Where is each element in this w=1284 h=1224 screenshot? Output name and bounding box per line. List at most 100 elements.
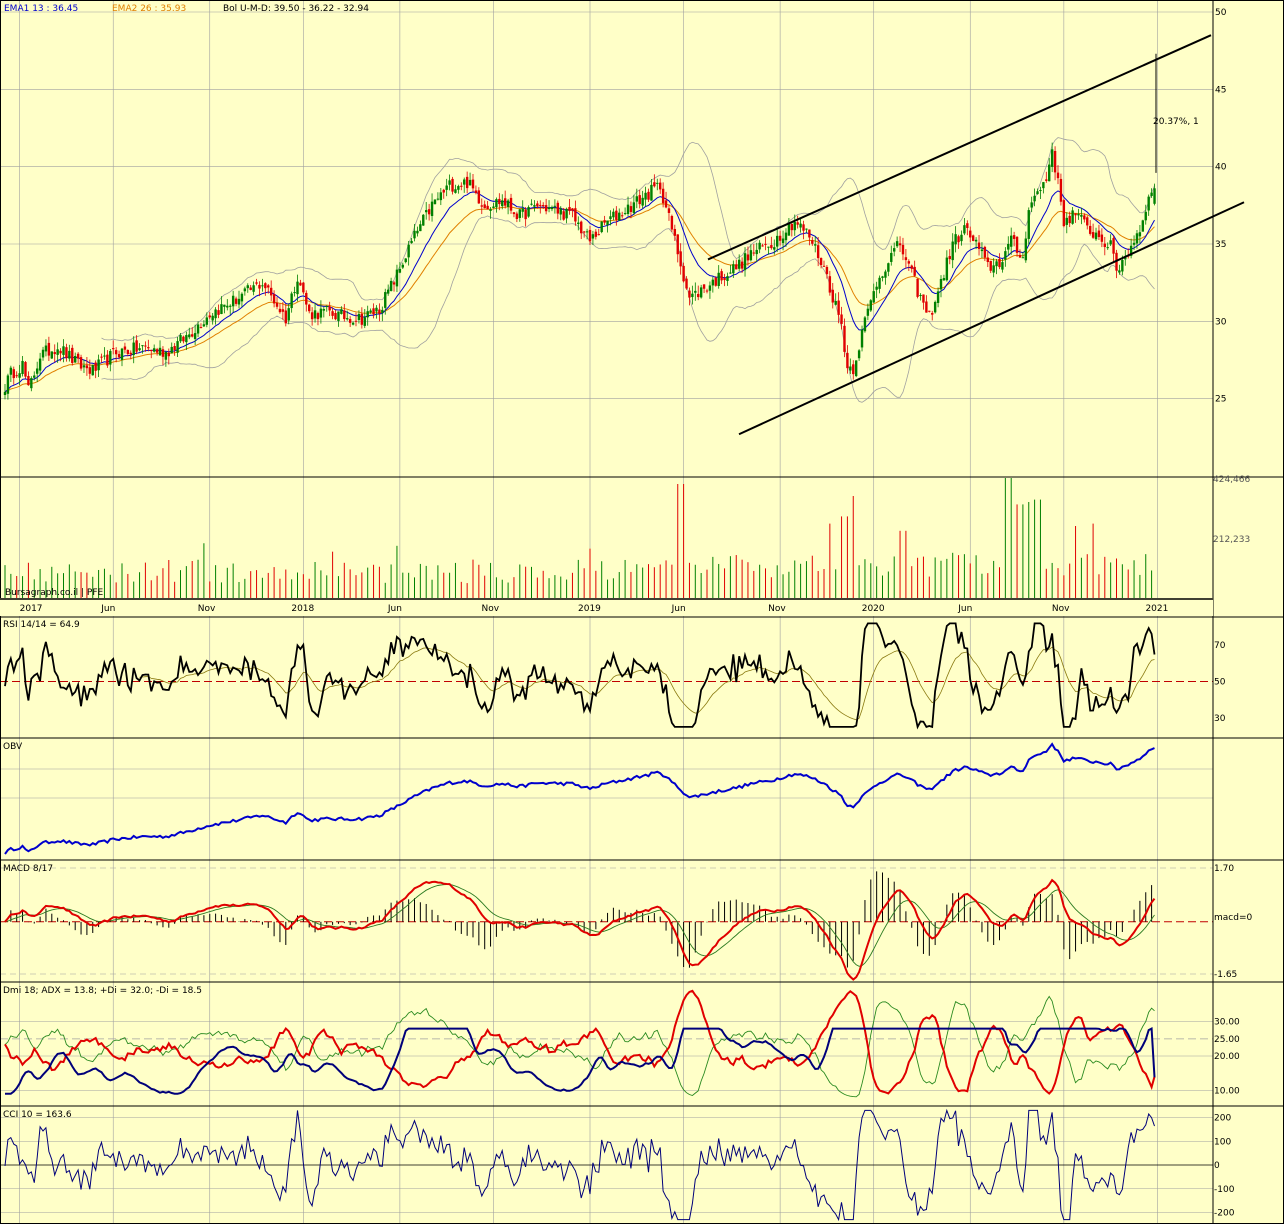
candle-body bbox=[746, 254, 750, 261]
candle-body bbox=[261, 285, 264, 287]
candle-body bbox=[893, 248, 896, 252]
candle-body bbox=[313, 310, 317, 319]
candle-body bbox=[384, 292, 387, 308]
candle-body bbox=[290, 293, 293, 309]
candle-body bbox=[638, 195, 641, 205]
channel-upper-line bbox=[707, 34, 1212, 261]
candle-body bbox=[71, 347, 74, 363]
candle-body bbox=[188, 334, 191, 338]
candle-body bbox=[808, 229, 811, 238]
date-axis-label: Jun bbox=[671, 604, 686, 614]
candle-body bbox=[1033, 195, 1036, 202]
candle-body bbox=[381, 309, 384, 313]
cci-title: CCI 10 = 163.6 bbox=[3, 1110, 72, 1120]
date-axis-label: Jun bbox=[387, 604, 402, 614]
candle-body bbox=[1053, 150, 1057, 173]
measure-annotation: 20.37%, 1 bbox=[1153, 117, 1199, 127]
candle-body bbox=[866, 308, 870, 316]
candle-body bbox=[787, 223, 791, 236]
candle-body bbox=[112, 348, 115, 350]
candle-body bbox=[901, 244, 905, 255]
candle-body bbox=[278, 308, 282, 313]
candle-body bbox=[1018, 254, 1022, 258]
macd-panel: MACD 8/17 bbox=[0, 864, 1213, 981]
candle-body bbox=[1153, 188, 1156, 204]
candle-body bbox=[354, 320, 358, 322]
candle-body bbox=[799, 223, 802, 228]
candle-body bbox=[299, 282, 302, 286]
candle-body bbox=[150, 350, 153, 352]
obv-title: OBV bbox=[3, 742, 23, 752]
date-axis-label: Nov bbox=[198, 604, 216, 614]
candle-body bbox=[135, 340, 138, 352]
candle-body bbox=[293, 292, 296, 294]
candle-body bbox=[161, 349, 165, 357]
rsi-signal-line bbox=[139, 646, 1155, 721]
candle-body bbox=[679, 251, 682, 267]
candle-body bbox=[711, 279, 715, 286]
candle-body bbox=[50, 351, 53, 359]
candle-body bbox=[565, 209, 568, 219]
macd-line bbox=[4, 878, 1156, 981]
candle-body bbox=[1065, 217, 1068, 225]
candle-body bbox=[840, 314, 843, 324]
candle-body bbox=[980, 249, 984, 252]
candle-body bbox=[664, 200, 668, 208]
candle-body bbox=[275, 302, 279, 307]
candle-body bbox=[869, 300, 872, 311]
candle-body bbox=[969, 230, 972, 238]
candle-body bbox=[1080, 214, 1083, 217]
candle-body bbox=[635, 196, 638, 202]
candle-body bbox=[585, 231, 589, 233]
candle-body bbox=[369, 310, 372, 313]
candle-body bbox=[433, 199, 437, 205]
candle-body bbox=[117, 354, 121, 358]
macd-tick-label: -1.65 bbox=[1214, 970, 1237, 980]
candle-body bbox=[1086, 217, 1089, 226]
candle-body bbox=[521, 208, 524, 212]
candle-body bbox=[550, 207, 554, 210]
candle-body bbox=[1015, 236, 1019, 253]
candle-body bbox=[656, 182, 659, 184]
candle-body bbox=[474, 190, 478, 194]
candle-body bbox=[141, 345, 144, 347]
candle-body bbox=[454, 189, 457, 193]
candle-body bbox=[805, 228, 808, 230]
candle-body bbox=[214, 309, 217, 319]
candle-body bbox=[451, 178, 454, 192]
candle-body bbox=[834, 300, 837, 305]
dmi-tick-label: 20.00 bbox=[1214, 1052, 1240, 1062]
candle-body bbox=[1109, 240, 1112, 245]
candle-body bbox=[688, 290, 691, 298]
candle-body bbox=[802, 224, 805, 231]
candle-body bbox=[650, 184, 653, 201]
price-tick-label: 35 bbox=[1215, 240, 1226, 250]
candle-body bbox=[41, 349, 45, 358]
candle-body bbox=[966, 223, 969, 229]
candle-body bbox=[132, 342, 135, 356]
candle-body bbox=[1010, 235, 1013, 247]
candle-body bbox=[331, 311, 334, 316]
candle-body bbox=[302, 282, 305, 293]
candle-body bbox=[170, 346, 173, 354]
candle-body bbox=[740, 261, 744, 269]
candle-body bbox=[729, 272, 732, 274]
candle-body bbox=[778, 235, 782, 241]
candle-body bbox=[831, 289, 834, 303]
candle-body bbox=[483, 204, 486, 209]
candle-body bbox=[91, 365, 94, 376]
candle-body bbox=[1030, 202, 1033, 208]
candle-body bbox=[863, 317, 867, 332]
candle-body bbox=[185, 335, 188, 343]
candle-body bbox=[240, 293, 244, 302]
candle-body bbox=[419, 224, 422, 232]
cci-tick-label: 100 bbox=[1214, 1137, 1231, 1147]
candle-body bbox=[138, 348, 141, 351]
date-axis-label: 2020 bbox=[862, 604, 885, 614]
candle-body bbox=[708, 285, 712, 291]
candle-body bbox=[416, 230, 419, 234]
chart-labels: 50 45 40 35 30 25 EMA1 13 : 36.45 EMA2 26 : 35.… bbox=[0, 4, 1252, 1219]
candle-body bbox=[609, 216, 612, 220]
candle-body bbox=[559, 208, 562, 215]
dmi-minus-di-line bbox=[4, 989, 1156, 1095]
